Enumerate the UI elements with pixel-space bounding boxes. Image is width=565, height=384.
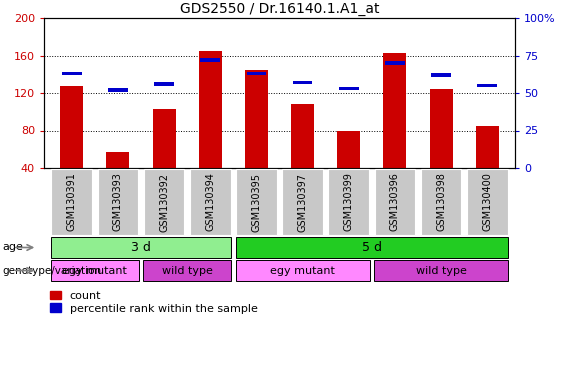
Text: GSM130393: GSM130393 — [113, 172, 123, 232]
Bar — [106, 152, 129, 168]
Text: age: age — [2, 243, 23, 253]
FancyBboxPatch shape — [144, 260, 231, 281]
FancyBboxPatch shape — [236, 237, 508, 258]
Bar — [245, 70, 268, 168]
Bar — [246, 72, 266, 75]
Bar — [384, 53, 406, 168]
Text: GSM130399: GSM130399 — [344, 172, 354, 232]
Bar — [108, 88, 128, 92]
Text: wild type: wild type — [162, 265, 212, 275]
Bar — [429, 89, 453, 168]
Text: GSM130397: GSM130397 — [298, 172, 307, 232]
Bar — [385, 61, 405, 65]
Bar — [153, 109, 176, 168]
Text: egy mutant: egy mutant — [270, 265, 335, 275]
Bar — [62, 72, 81, 75]
FancyBboxPatch shape — [467, 169, 507, 235]
Bar — [293, 81, 312, 84]
FancyBboxPatch shape — [236, 169, 277, 235]
Text: GSM130395: GSM130395 — [251, 172, 262, 232]
FancyBboxPatch shape — [328, 169, 369, 235]
Bar — [154, 82, 174, 86]
FancyBboxPatch shape — [51, 169, 92, 235]
Bar — [337, 131, 360, 168]
Text: GSM130398: GSM130398 — [436, 172, 446, 232]
Text: wild type: wild type — [416, 265, 467, 275]
Text: egy mutant: egy mutant — [62, 265, 127, 275]
Text: 3 d: 3 d — [131, 241, 151, 254]
Bar — [291, 104, 314, 168]
Bar — [201, 58, 220, 62]
FancyBboxPatch shape — [98, 169, 138, 235]
Text: genotype/variation: genotype/variation — [2, 265, 101, 275]
Text: GSM130396: GSM130396 — [390, 172, 400, 232]
FancyBboxPatch shape — [282, 169, 323, 235]
FancyBboxPatch shape — [374, 260, 508, 281]
Bar — [199, 51, 222, 168]
FancyBboxPatch shape — [144, 169, 184, 235]
FancyBboxPatch shape — [236, 260, 370, 281]
FancyBboxPatch shape — [421, 169, 462, 235]
Text: GSM130400: GSM130400 — [483, 172, 492, 232]
Legend: count, percentile rank within the sample: count, percentile rank within the sample — [50, 291, 258, 314]
Bar — [477, 84, 497, 87]
Title: GDS2550 / Dr.16140.1.A1_at: GDS2550 / Dr.16140.1.A1_at — [180, 2, 379, 16]
Text: GSM130392: GSM130392 — [159, 172, 169, 232]
Text: 5 d: 5 d — [362, 241, 382, 254]
FancyBboxPatch shape — [51, 260, 138, 281]
Text: GSM130391: GSM130391 — [67, 172, 77, 232]
Bar — [339, 87, 359, 90]
Text: GSM130394: GSM130394 — [205, 172, 215, 232]
FancyBboxPatch shape — [190, 169, 231, 235]
FancyBboxPatch shape — [375, 169, 415, 235]
Bar — [60, 86, 83, 168]
Bar — [431, 73, 451, 77]
FancyBboxPatch shape — [51, 237, 231, 258]
Bar — [476, 126, 499, 168]
